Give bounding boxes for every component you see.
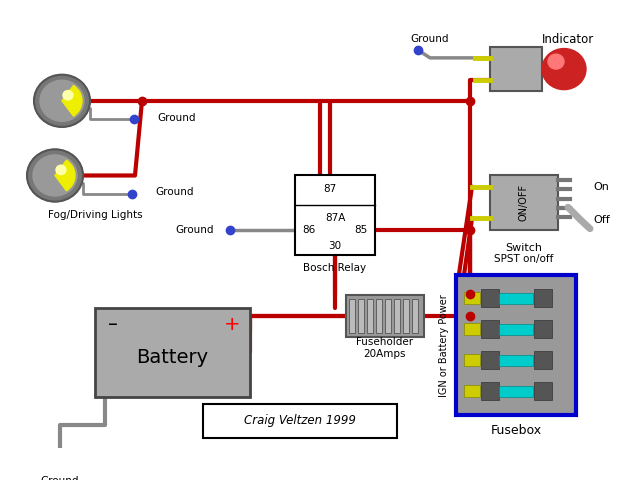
- Text: 86: 86: [302, 225, 316, 235]
- Text: Fusebox: Fusebox: [490, 424, 541, 437]
- Circle shape: [34, 75, 90, 127]
- Wedge shape: [55, 160, 75, 191]
- Circle shape: [33, 155, 77, 196]
- FancyBboxPatch shape: [385, 299, 391, 333]
- Circle shape: [542, 48, 586, 90]
- FancyBboxPatch shape: [295, 176, 375, 255]
- Text: Fog/Driving Lights: Fog/Driving Lights: [48, 210, 143, 220]
- Text: 30: 30: [328, 241, 342, 252]
- FancyBboxPatch shape: [499, 385, 533, 396]
- Text: –: –: [108, 315, 118, 335]
- FancyBboxPatch shape: [490, 176, 558, 229]
- FancyBboxPatch shape: [481, 289, 499, 307]
- FancyBboxPatch shape: [358, 299, 364, 333]
- FancyBboxPatch shape: [464, 354, 480, 366]
- FancyBboxPatch shape: [376, 299, 382, 333]
- Text: Ground: Ground: [176, 225, 214, 235]
- FancyBboxPatch shape: [481, 351, 499, 369]
- Wedge shape: [62, 85, 82, 116]
- Text: Fuseholder
20Amps: Fuseholder 20Amps: [356, 337, 413, 359]
- Circle shape: [27, 149, 83, 202]
- FancyBboxPatch shape: [464, 384, 480, 396]
- FancyBboxPatch shape: [481, 320, 499, 338]
- FancyBboxPatch shape: [534, 382, 552, 399]
- Text: Ground: Ground: [155, 187, 193, 197]
- FancyBboxPatch shape: [534, 320, 552, 338]
- Text: Ground: Ground: [157, 113, 195, 122]
- FancyBboxPatch shape: [534, 289, 552, 307]
- FancyBboxPatch shape: [403, 299, 409, 333]
- Text: Ground: Ground: [41, 476, 79, 480]
- Text: ON/OFF: ON/OFF: [519, 184, 529, 221]
- Text: 85: 85: [355, 225, 367, 235]
- Text: IGN or Battery Power: IGN or Battery Power: [439, 294, 449, 397]
- FancyBboxPatch shape: [346, 295, 424, 337]
- Text: Battery: Battery: [136, 348, 209, 367]
- FancyBboxPatch shape: [349, 299, 355, 333]
- FancyBboxPatch shape: [534, 351, 552, 369]
- Text: Ground: Ground: [411, 34, 449, 44]
- Text: Indicator: Indicator: [541, 33, 594, 46]
- FancyBboxPatch shape: [456, 276, 576, 415]
- Text: Craig Veltzen 1999: Craig Veltzen 1999: [244, 415, 356, 428]
- FancyBboxPatch shape: [95, 308, 250, 396]
- FancyBboxPatch shape: [499, 293, 533, 304]
- FancyBboxPatch shape: [464, 323, 480, 335]
- Text: SPST on/off: SPST on/off: [494, 253, 554, 264]
- FancyBboxPatch shape: [367, 299, 373, 333]
- Text: On: On: [593, 182, 609, 192]
- Text: Off: Off: [593, 216, 610, 225]
- Circle shape: [548, 54, 564, 69]
- FancyBboxPatch shape: [464, 292, 480, 304]
- Circle shape: [63, 91, 73, 100]
- FancyBboxPatch shape: [394, 299, 400, 333]
- Text: +: +: [224, 315, 240, 335]
- Text: Bosch Relay: Bosch Relay: [303, 263, 367, 273]
- FancyBboxPatch shape: [490, 47, 542, 92]
- Circle shape: [56, 165, 66, 175]
- Text: 87A: 87A: [325, 214, 345, 223]
- FancyBboxPatch shape: [499, 355, 533, 366]
- FancyBboxPatch shape: [203, 404, 397, 438]
- FancyBboxPatch shape: [499, 324, 533, 335]
- Text: 87: 87: [323, 183, 337, 193]
- Circle shape: [40, 80, 84, 121]
- Text: Switch: Switch: [506, 243, 543, 253]
- FancyBboxPatch shape: [412, 299, 418, 333]
- FancyBboxPatch shape: [481, 382, 499, 399]
